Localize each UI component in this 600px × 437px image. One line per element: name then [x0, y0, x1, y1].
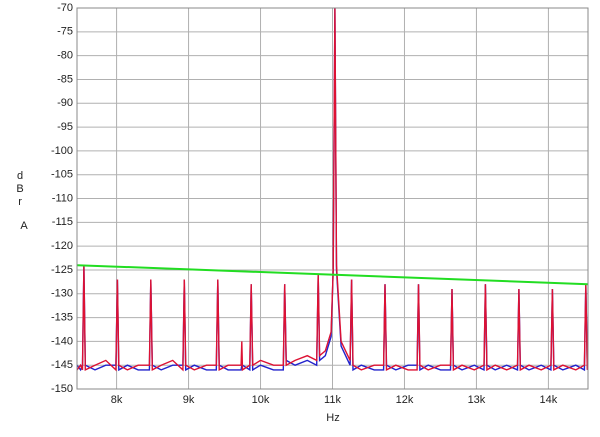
y-tick-label: -85 — [57, 73, 73, 85]
y-tick-label: -90 — [57, 97, 73, 109]
x-tick-label: 9k — [183, 394, 195, 406]
y-tick-label: -100 — [51, 145, 73, 157]
y-tick-label: -125 — [51, 264, 73, 276]
y-tick-label: -135 — [51, 311, 73, 323]
x-tick-label: 10k — [252, 394, 270, 406]
y-tick-label: -105 — [51, 169, 73, 181]
y-tick-label: -110 — [52, 192, 73, 204]
y-tick-label: -115 — [52, 216, 73, 228]
series-line — [77, 8, 588, 372]
series-line — [77, 8, 588, 372]
y-tick-label: -95 — [57, 121, 73, 133]
y-tick-label: -130 — [51, 288, 73, 300]
series-line — [77, 264, 588, 286]
y-axis-unit: A — [20, 220, 28, 232]
x-tick-label: 14k — [540, 394, 558, 406]
x-axis-label: Hz — [326, 412, 339, 424]
plot-border — [76, 7, 589, 390]
y-tick-label: -70 — [57, 2, 73, 14]
x-tick-label: 12k — [396, 394, 414, 406]
x-tick-label: 13k — [468, 394, 486, 406]
y-tick-label: -140 — [51, 335, 73, 347]
y-tick-label: -120 — [51, 240, 73, 252]
y-axis-label: dBr — [14, 170, 26, 209]
y-tick-label: -150 — [51, 383, 73, 395]
y-tick-label: -145 — [51, 359, 73, 371]
x-tick-label: 11k — [324, 394, 341, 406]
y-tick-label: -75 — [57, 26, 73, 38]
y-tick-label: -80 — [57, 50, 73, 62]
x-tick-label: 8k — [111, 394, 123, 406]
